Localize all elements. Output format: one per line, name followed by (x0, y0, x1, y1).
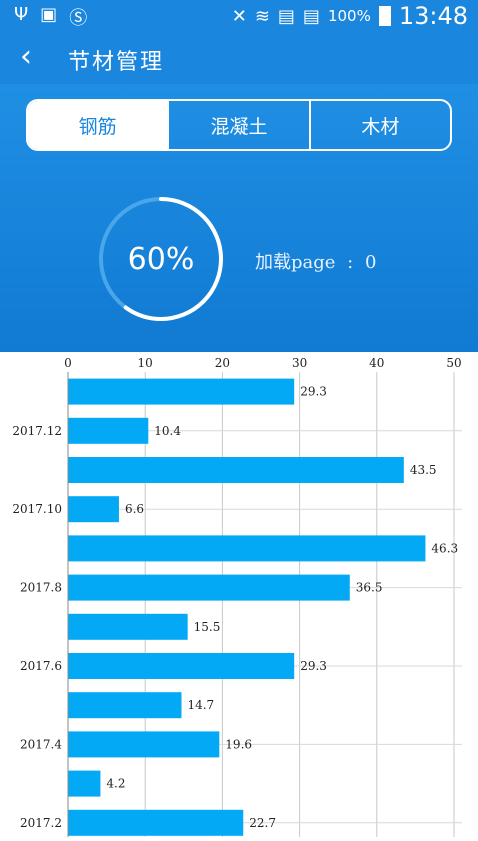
bar (68, 692, 182, 719)
bar (68, 535, 426, 562)
bar-value-label: 4.2 (106, 777, 125, 791)
tab-rebar[interactable]: 钢筋 (28, 101, 168, 149)
bar (68, 613, 188, 640)
y-category-label: 2017.12 (12, 424, 62, 438)
status-bar: Ψ ▣ Ⓢ ✕ ≋ ▤ ▤ 100% 13:48 (0, 0, 478, 32)
y-category-label: 2017.10 (12, 502, 62, 516)
bar (68, 417, 149, 444)
bar-value-label: 15.5 (194, 620, 221, 634)
bar-value-label: 29.3 (300, 659, 327, 673)
x-tick-label: 20 (215, 356, 230, 370)
bar-chart-svg: 0 10 20 30 40 50 29.3 10.4 2017.12 43.5 6.6 2017.10… (12, 356, 462, 837)
y-category-label: 2017.8 (20, 581, 62, 595)
s-app-icon: Ⓢ (69, 8, 88, 29)
bar (68, 731, 220, 758)
usb-icon: Ψ (14, 4, 29, 25)
summary-panel: 钢筋 混凝土 木材 60% 加载page : 0 (0, 84, 478, 352)
bar-value-label: 29.3 (300, 385, 327, 399)
back-chevron-icon[interactable]: ‹ (20, 39, 32, 74)
y-category-label: 2017.2 (20, 816, 62, 830)
page-title: 节材管理 (68, 50, 165, 75)
bar-value-label: 43.5 (410, 463, 437, 477)
sim-2-icon: ▤ (302, 5, 320, 27)
x-tick-label: 50 (446, 356, 461, 370)
wifi-icon: ≋ (254, 5, 270, 27)
bar-value-label: 36.5 (356, 581, 383, 595)
bar (68, 770, 101, 797)
status-clock: 13:48 (398, 2, 468, 30)
load-page-label: 加载page (255, 252, 336, 273)
material-bar-chart: 0 10 20 30 40 50 29.3 10.4 2017.12 43.5 6.6 2017.10… (0, 352, 478, 837)
bar-value-label: 22.7 (249, 816, 276, 830)
load-page-info: 加载page : 0 (255, 248, 382, 274)
mute-icon: ✕ (231, 5, 247, 27)
bar (68, 653, 295, 679)
bar-value-label: 10.4 (154, 424, 181, 438)
bar (68, 574, 350, 601)
bar-value-label: 19.6 (225, 737, 252, 751)
bar-value-label: 14.7 (187, 698, 214, 712)
app-header: ‹ 节材管理 (0, 32, 478, 84)
sim-1-icon: ▤ (277, 5, 295, 27)
material-tabs: 钢筋 混凝土 木材 (26, 99, 452, 151)
progress-percent: 60% (127, 241, 195, 277)
bar-value-label: 6.6 (125, 502, 144, 516)
tab-timber[interactable]: 木材 (308, 101, 450, 149)
bar (68, 496, 119, 523)
y-category-label: 2017.6 (20, 659, 62, 673)
tab-concrete[interactable]: 混凝土 (167, 101, 308, 149)
battery-icon (378, 6, 391, 26)
progress-ring (99, 197, 223, 321)
battery-percent: 100% (327, 7, 371, 25)
bar (68, 457, 404, 483)
bar (68, 809, 244, 836)
bar-value-label: 46.3 (431, 541, 458, 555)
load-page-separator: : (347, 252, 354, 273)
x-tick-label: 0 (64, 356, 72, 370)
x-tick-label: 10 (138, 356, 153, 370)
x-tick-label: 40 (369, 356, 384, 370)
y-category-label: 2017.4 (20, 737, 62, 751)
bar (68, 378, 295, 405)
x-tick-label: 30 (292, 356, 307, 370)
image-icon: ▣ (40, 4, 58, 25)
load-page-value: 0 (364, 252, 377, 273)
